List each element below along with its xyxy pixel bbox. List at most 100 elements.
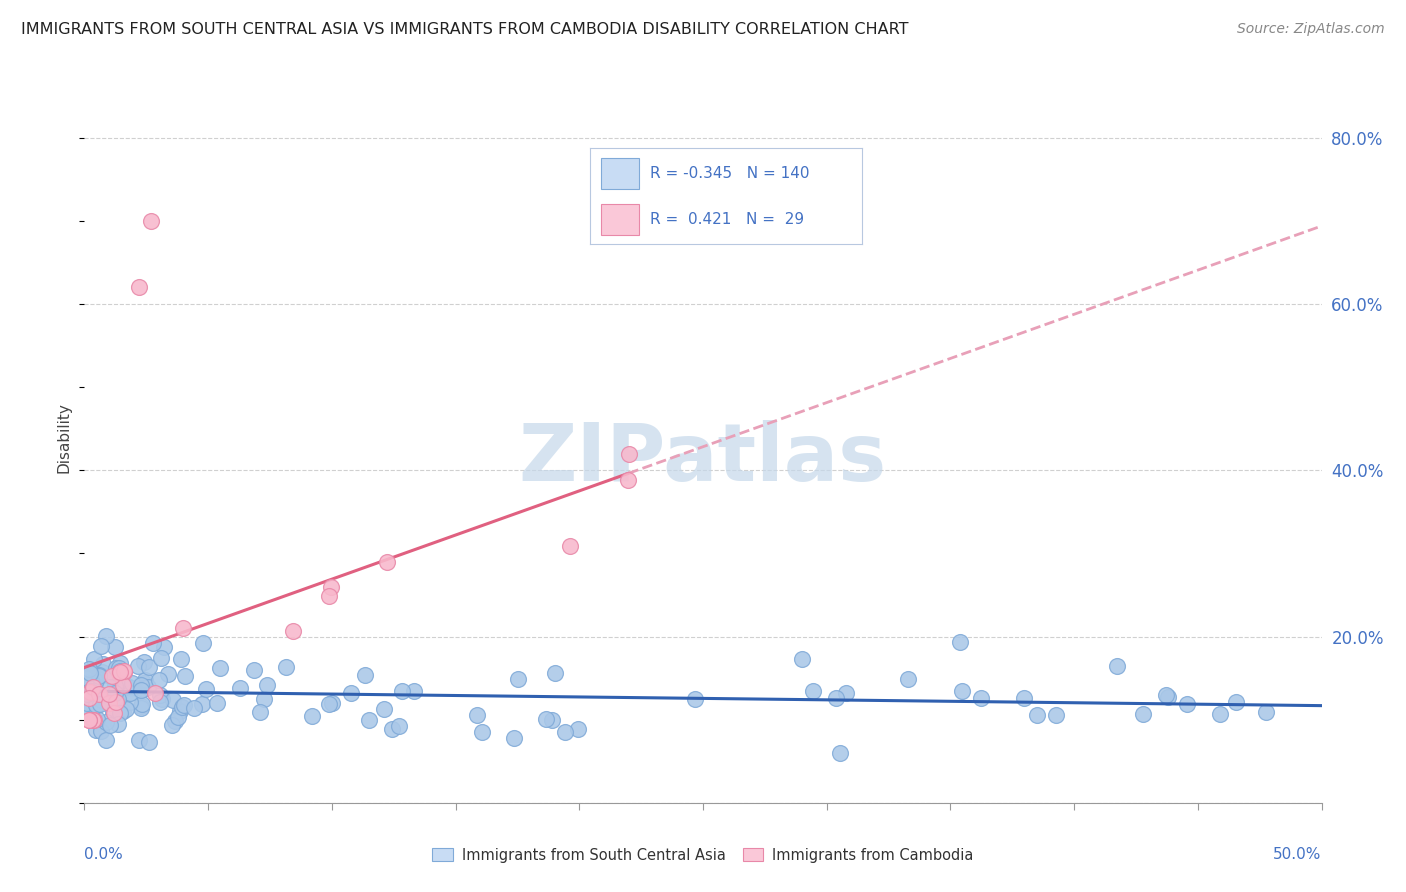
Point — [163, 714, 186, 728]
Point — [170, 652, 193, 666]
Point — [82, 713, 104, 727]
Y-axis label: Disability: Disability — [56, 401, 72, 473]
Point — [110, 675, 132, 690]
Point — [76, 697, 98, 711]
Text: 50.0%: 50.0% — [1274, 847, 1322, 862]
Point — [949, 635, 972, 649]
Point — [321, 696, 343, 710]
Point — [83, 652, 105, 666]
Point — [131, 681, 153, 696]
Point — [108, 661, 131, 675]
Point — [1225, 695, 1247, 709]
Point — [132, 655, 155, 669]
Point — [76, 671, 98, 685]
Point — [89, 697, 111, 711]
Point — [339, 685, 361, 699]
Point — [98, 668, 121, 682]
Point — [183, 701, 205, 715]
Text: ZIPatlas: ZIPatlas — [519, 420, 887, 498]
Point — [86, 712, 108, 726]
Point — [141, 214, 163, 228]
Point — [160, 718, 183, 732]
Point — [79, 666, 101, 681]
Point — [118, 696, 141, 710]
Point — [98, 687, 121, 701]
Point — [90, 665, 112, 679]
Point — [1154, 688, 1177, 702]
Point — [76, 704, 98, 718]
Point — [1014, 690, 1036, 705]
Point — [83, 713, 105, 727]
Point — [541, 713, 564, 727]
Point — [101, 706, 124, 720]
Point — [129, 678, 152, 692]
Point — [121, 676, 143, 690]
Point — [281, 624, 304, 638]
Point — [162, 693, 184, 707]
Point — [790, 652, 813, 666]
Point — [683, 692, 706, 706]
Point — [94, 629, 117, 643]
Point — [76, 704, 98, 718]
Point — [156, 666, 179, 681]
Point — [80, 676, 103, 690]
Point — [1026, 707, 1049, 722]
Point — [191, 697, 214, 711]
Point — [560, 539, 582, 553]
Text: IMMIGRANTS FROM SOUTH CENTRAL ASIA VS IMMIGRANTS FROM CAMBODIA DISABILITY CORREL: IMMIGRANTS FROM SOUTH CENTRAL ASIA VS IM… — [21, 22, 908, 37]
Point — [465, 708, 488, 723]
Text: Source: ZipAtlas.com: Source: ZipAtlas.com — [1237, 22, 1385, 37]
Point — [134, 675, 156, 690]
Point — [256, 678, 278, 692]
Point — [94, 733, 117, 747]
Point — [194, 682, 217, 697]
Point — [127, 658, 149, 673]
Point — [388, 719, 411, 733]
Point — [108, 664, 131, 678]
Point — [318, 589, 340, 603]
Point — [149, 651, 172, 665]
Point — [391, 683, 413, 698]
Point — [104, 686, 127, 700]
Point — [149, 695, 172, 709]
Point — [228, 681, 250, 696]
Point — [131, 683, 153, 698]
Point — [94, 715, 117, 730]
Point — [98, 696, 121, 710]
Point — [112, 665, 135, 679]
Point — [115, 701, 138, 715]
Point — [82, 682, 104, 697]
Point — [834, 686, 856, 700]
Point — [950, 683, 973, 698]
Point — [138, 660, 160, 674]
Point — [205, 696, 228, 710]
Point — [108, 656, 131, 670]
Point — [87, 686, 110, 700]
Point — [353, 668, 375, 682]
Point — [131, 697, 153, 711]
Point — [94, 690, 117, 704]
Point — [970, 690, 993, 705]
Point — [321, 580, 343, 594]
Point — [105, 695, 128, 709]
Point — [76, 687, 98, 701]
Point — [98, 718, 121, 732]
Point — [84, 673, 107, 688]
Point — [90, 724, 112, 739]
Point — [1132, 706, 1154, 721]
Point — [131, 681, 153, 696]
Point — [543, 666, 565, 681]
Point — [131, 699, 153, 714]
Point — [107, 717, 129, 731]
Point — [101, 669, 124, 683]
Point — [567, 722, 589, 736]
Point — [616, 473, 638, 487]
FancyBboxPatch shape — [600, 204, 638, 235]
Legend: Immigrants from South Central Asia, Immigrants from Cambodia: Immigrants from South Central Asia, Immi… — [426, 842, 980, 869]
Point — [471, 724, 494, 739]
Point — [129, 700, 152, 714]
Point — [617, 447, 640, 461]
Point — [128, 280, 150, 294]
Point — [381, 722, 404, 736]
Point — [150, 692, 173, 706]
